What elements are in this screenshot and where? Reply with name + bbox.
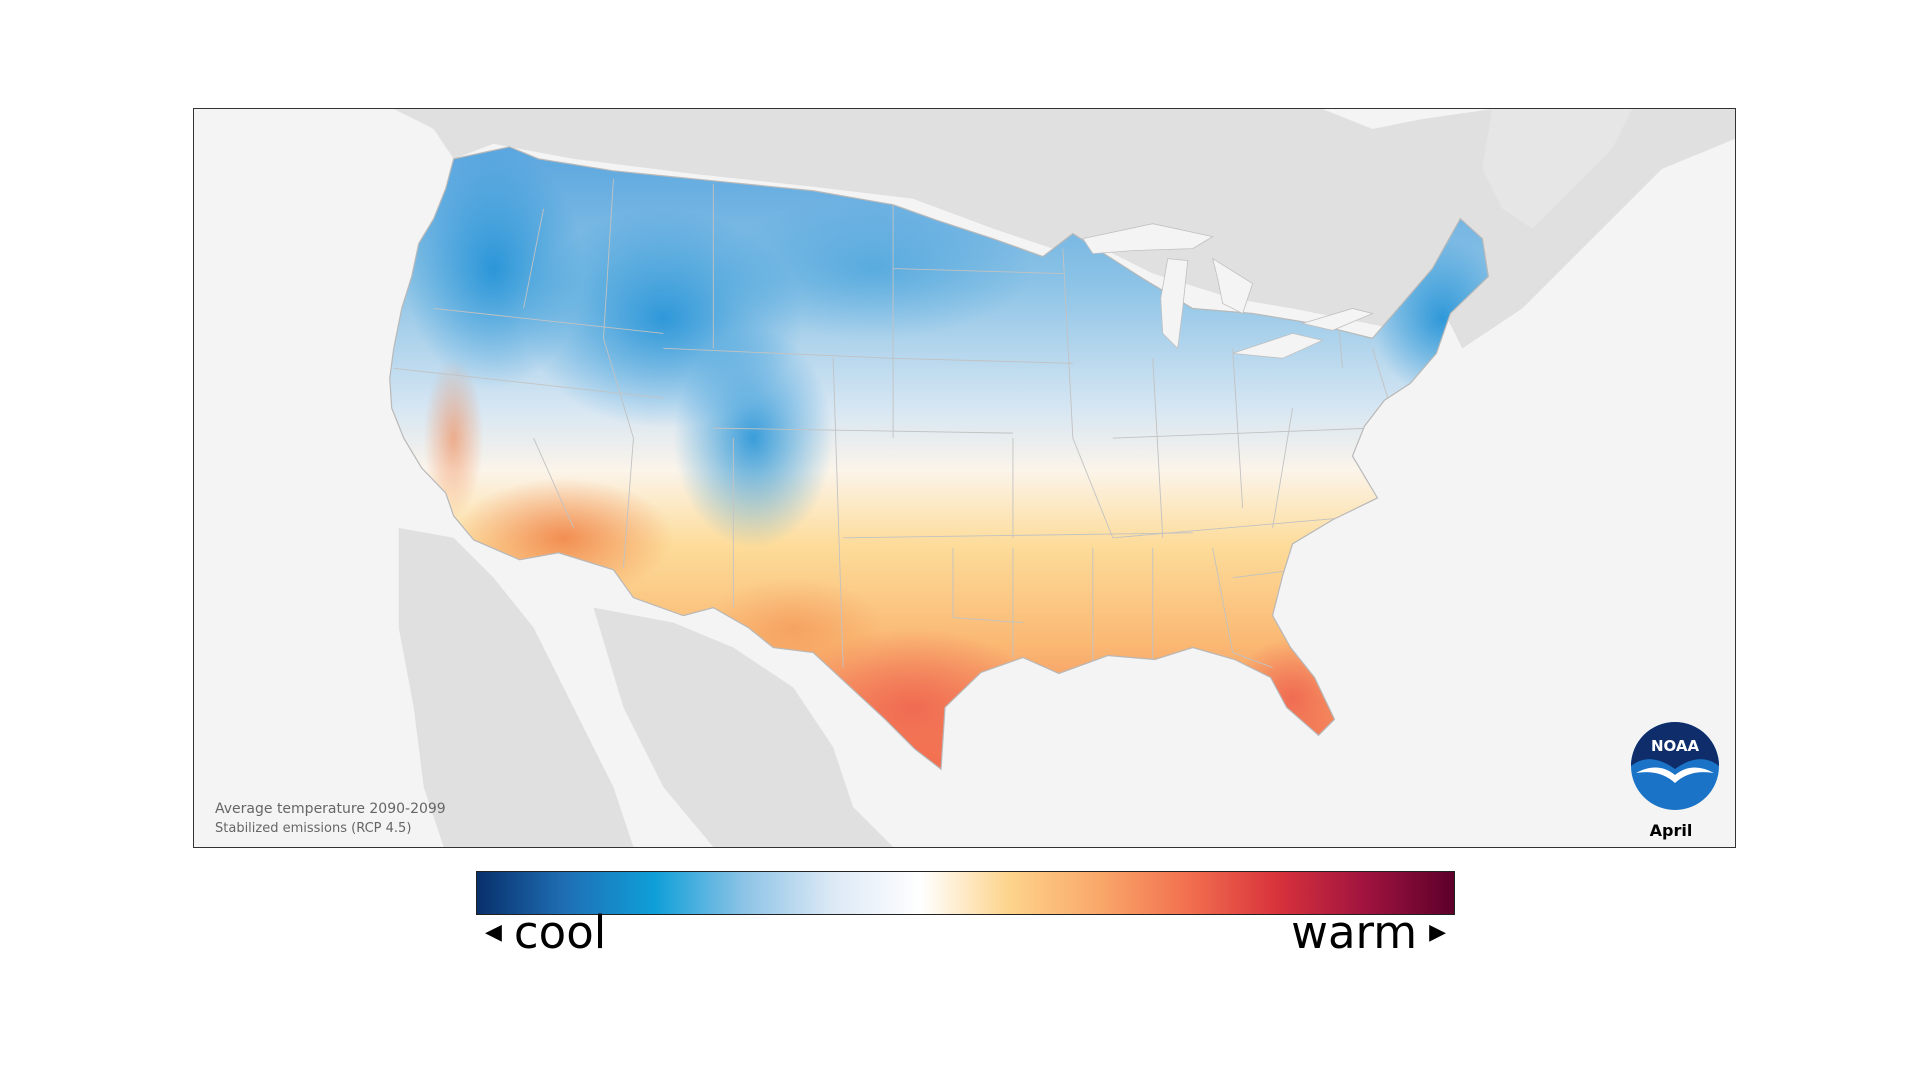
map-caption-scenario: Stabilized emissions (RCP 4.5) — [215, 821, 412, 836]
noaa-logo-icon: NOAA — [1631, 722, 1719, 810]
contiguous-us — [389, 146, 1489, 770]
temperature-colorbar — [476, 871, 1455, 915]
map-caption-title: Average temperature 2090-2099 — [215, 801, 446, 817]
legend-warm-label: warm — [1291, 906, 1418, 959]
legend-cool: ◀ cool — [485, 906, 606, 959]
map-panel: Average temperature 2090-2099 Stabilized… — [193, 108, 1736, 848]
great-lakes — [1082, 223, 1374, 359]
noaa-logo-text: NOAA — [1651, 737, 1700, 755]
legend-cool-label: cool — [513, 906, 607, 959]
month-label: April — [1649, 821, 1693, 840]
state-boundaries — [393, 178, 1393, 668]
surrounding-landmass — [393, 109, 1735, 847]
triangle-left-icon: ◀ — [485, 920, 502, 945]
temperature-map — [389, 109, 1735, 847]
legend-warm: warm ▶ — [1291, 906, 1446, 959]
triangle-right-icon: ▶ — [1429, 920, 1446, 945]
